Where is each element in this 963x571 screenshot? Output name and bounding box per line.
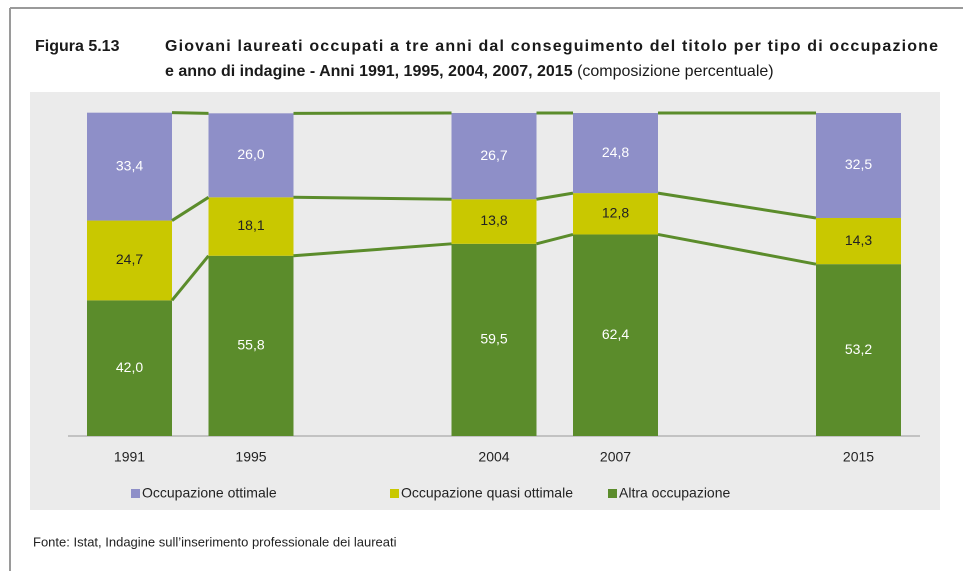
connector-line [657, 191, 817, 220]
bar-segment [87, 112, 172, 221]
data-label: 59,5 [480, 331, 507, 347]
bar-segment [816, 264, 901, 436]
legend-label: Altra occupazione [619, 485, 731, 501]
data-label: 13,8 [480, 212, 507, 228]
data-label: 26,7 [480, 147, 507, 163]
bar-segment [451, 199, 537, 244]
chart-subtitle: (composizione percentuale) [577, 63, 774, 80]
bar-segment [451, 113, 537, 200]
bar-segment [816, 113, 901, 218]
data-label: 62,4 [602, 326, 629, 342]
data-label: 32,5 [845, 156, 872, 172]
x-tick-label: 1991 [114, 449, 145, 465]
data-label: 42,0 [116, 359, 143, 375]
x-tick-label: 2004 [478, 449, 509, 465]
chart-title-line: e anno di indagine - Anni 1991, 1995, 20… [165, 63, 774, 80]
data-label: 18,1 [237, 217, 264, 233]
bar-segment [573, 234, 658, 436]
x-tick-label: 2007 [600, 449, 631, 465]
chart-title: Giovani laureati occupati a tre anni dal… [165, 38, 938, 55]
legend-swatch [131, 489, 140, 498]
data-label: 33,4 [116, 157, 143, 173]
bar-segment [87, 220, 172, 301]
data-label: 53,2 [845, 341, 872, 357]
connector-line [657, 232, 817, 266]
data-label: 12,8 [602, 204, 629, 220]
data-label: 14,3 [845, 232, 872, 248]
connector-line [536, 232, 574, 246]
x-tick-label: 2015 [843, 449, 874, 465]
data-label: 55,8 [237, 337, 264, 353]
chart-title: e anno di indagine - Anni 1991, 1995, 20… [165, 63, 573, 80]
connector-line [171, 196, 210, 222]
figure-label: Figura 5.13 [35, 38, 120, 55]
connector-line [293, 195, 452, 201]
data-label: 24,7 [116, 251, 143, 267]
connector-line [293, 242, 452, 258]
legend-swatch [608, 489, 617, 498]
data-label: 24,8 [602, 144, 629, 160]
bar-segment [87, 300, 172, 436]
legend-label: Occupazione ottimale [142, 485, 277, 501]
bar-segment [208, 197, 294, 256]
connector-line [170, 254, 210, 302]
bar-segment [208, 255, 294, 436]
bar-segment [816, 217, 901, 265]
bar-segment [573, 193, 658, 235]
connector-line [171, 111, 209, 115]
data-label: 26,0 [237, 146, 264, 162]
connector-line [536, 191, 574, 201]
legend-swatch [390, 489, 399, 498]
x-tick-label: 1995 [235, 449, 266, 465]
bar-segment [208, 113, 294, 198]
bar-segment [573, 113, 658, 194]
legend-label: Occupazione quasi ottimale [401, 485, 573, 501]
bar-segment [451, 243, 537, 436]
source-note: Fonte: Istat, Indagine sull’inserimento … [33, 534, 397, 549]
